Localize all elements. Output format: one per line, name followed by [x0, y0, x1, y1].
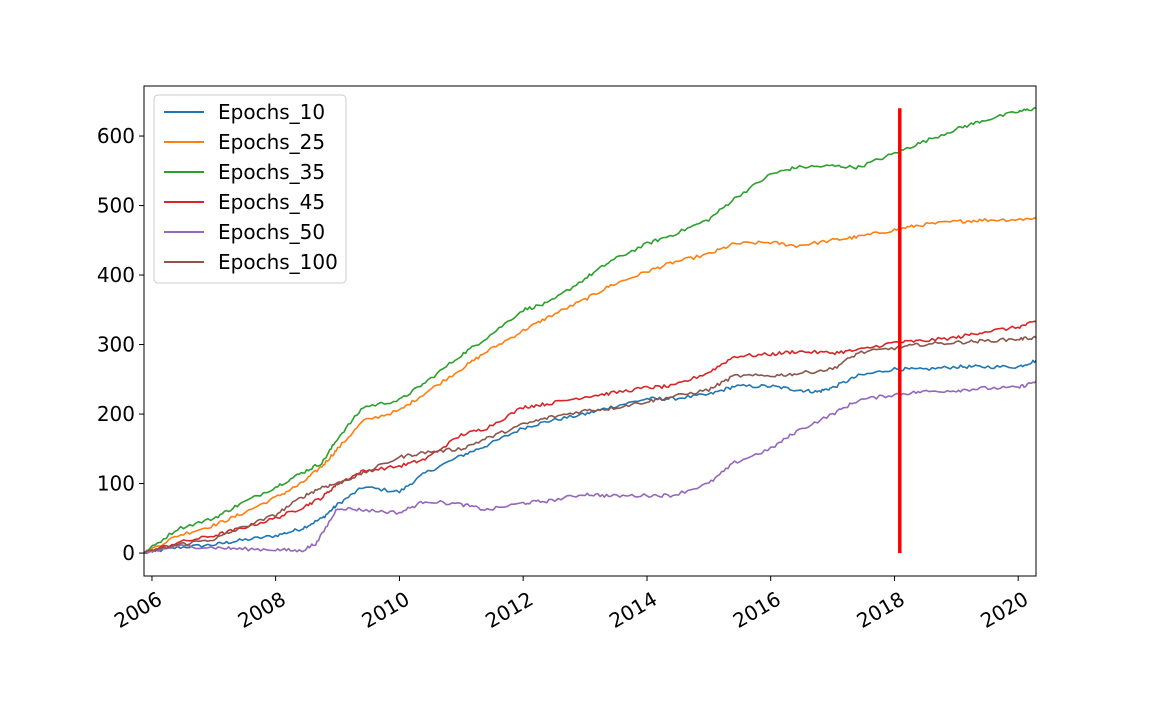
legend-label: Epochs_45: [218, 190, 325, 214]
legend-label: Epochs_35: [218, 160, 325, 184]
series-line-epochs-35: [144, 107, 1036, 554]
series-line-epochs-45: [144, 320, 1036, 554]
series-line-epochs-50: [144, 380, 1036, 554]
series-layer: [144, 107, 1036, 555]
legend-label: Epochs_10: [218, 100, 325, 124]
legend: Epochs_10 Epochs_25 Epochs_35 Epochs_45 Epoc…: [153, 94, 347, 284]
y-tick-label: 400: [97, 263, 135, 287]
legend-label: Epochs_50: [218, 220, 325, 244]
y-tick-label: 600: [97, 124, 135, 148]
legend-label: Epochs_25: [218, 130, 325, 154]
y-tick-label: 200: [97, 402, 135, 426]
y-tick-label: 0: [122, 541, 135, 565]
series-line-epochs-100: [144, 335, 1036, 554]
y-tick-label: 500: [97, 194, 135, 218]
legend-label: Epochs_100: [218, 250, 338, 274]
axes-frame: [143, 85, 1037, 577]
series-line-epochs-25: [144, 217, 1036, 554]
y-tick-label: 300: [97, 333, 135, 357]
y-tick-label: 100: [97, 472, 135, 496]
